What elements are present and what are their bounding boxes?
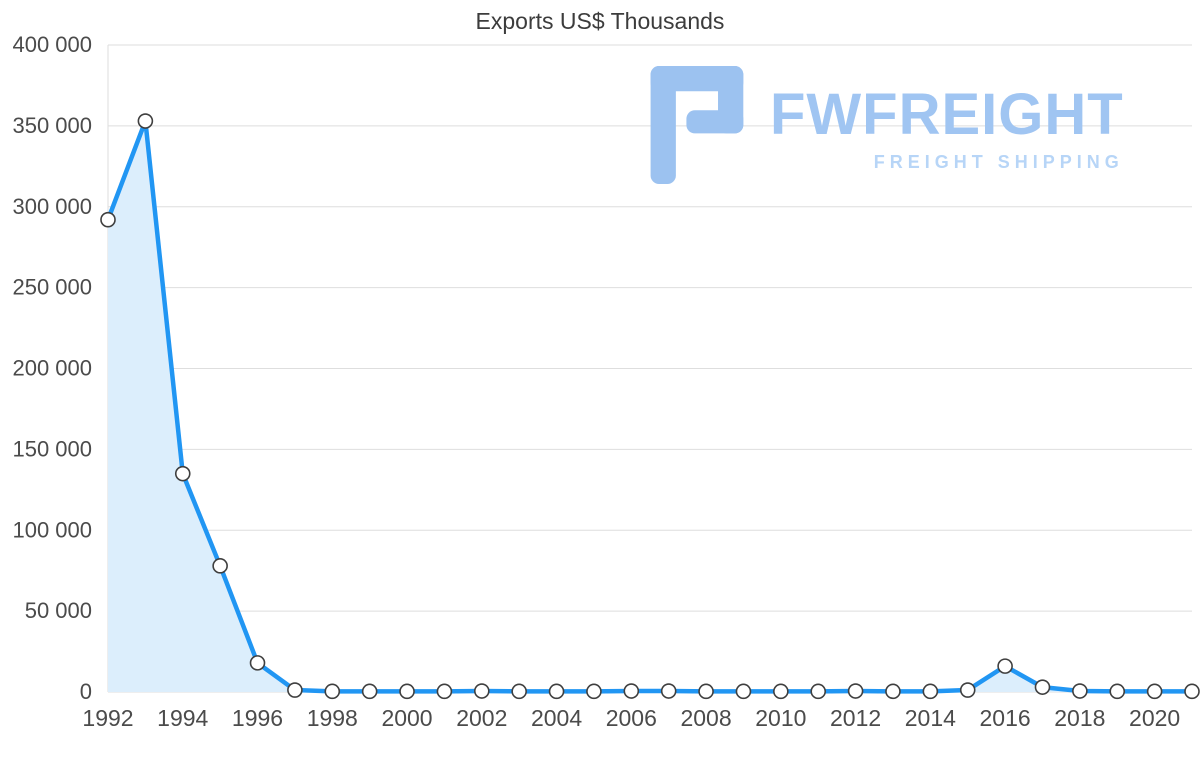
- y-axis-label: 50 000: [25, 598, 92, 623]
- x-axis-label: 1998: [307, 705, 358, 731]
- data-point[interactable]: [1109, 683, 1126, 700]
- x-axis-label: 2018: [1054, 705, 1105, 731]
- data-point[interactable]: [698, 683, 714, 700]
- data-point[interactable]: [436, 683, 453, 700]
- x-axis-label: 1994: [157, 705, 208, 731]
- data-point[interactable]: [548, 683, 565, 700]
- x-axis-label: 2016: [980, 705, 1031, 731]
- data-point[interactable]: [997, 658, 1013, 674]
- x-axis-label: 2010: [755, 705, 806, 731]
- chart-title: Exports US$ Thousands: [475, 8, 725, 34]
- x-axis-label: 2000: [381, 705, 432, 731]
- data-point[interactable]: [324, 683, 341, 700]
- data-point[interactable]: [773, 683, 789, 700]
- y-axis-label: 250 000: [12, 275, 92, 300]
- y-axis-label: 400 000: [12, 32, 92, 57]
- data-point[interactable]: [1034, 679, 1051, 695]
- data-point[interactable]: [847, 683, 864, 699]
- data-point[interactable]: [1072, 683, 1088, 699]
- x-axis-label: 2012: [830, 705, 881, 731]
- y-axis-label: 150 000: [12, 436, 92, 461]
- data-point[interactable]: [361, 683, 378, 700]
- data-point[interactable]: [660, 683, 677, 699]
- x-axis-label: 2008: [680, 705, 731, 731]
- data-point[interactable]: [959, 682, 976, 698]
- x-axis-label: 2004: [531, 705, 582, 731]
- x-axis-label: 2006: [606, 705, 657, 731]
- data-point[interactable]: [174, 465, 191, 482]
- y-axis-label: 200 000: [12, 356, 92, 381]
- data-point[interactable]: [511, 683, 527, 700]
- data-point[interactable]: [100, 211, 116, 228]
- data-point[interactable]: [212, 558, 228, 574]
- data-point[interactable]: [399, 683, 415, 700]
- data-point[interactable]: [287, 682, 303, 698]
- data-point[interactable]: [1184, 683, 1200, 700]
- data-point[interactable]: [137, 113, 154, 129]
- data-point[interactable]: [473, 683, 490, 699]
- data-point[interactable]: [1146, 683, 1163, 700]
- data-point[interactable]: [885, 683, 901, 700]
- y-axis-label: 300 000: [12, 194, 92, 219]
- data-point[interactable]: [623, 683, 640, 699]
- data-point[interactable]: [735, 683, 752, 700]
- x-axis-label: 2020: [1129, 705, 1180, 731]
- data-point[interactable]: [586, 683, 602, 700]
- data-point[interactable]: [922, 683, 939, 700]
- x-axis-label: 2002: [456, 705, 507, 731]
- x-axis-label: 2014: [905, 705, 956, 731]
- y-axis-label: 0: [80, 679, 92, 704]
- y-axis-label: 100 000: [12, 517, 92, 542]
- x-axis-label: 1992: [82, 705, 133, 731]
- y-axis-label: 350 000: [12, 113, 92, 138]
- data-point[interactable]: [249, 655, 266, 671]
- x-axis-label: 1996: [232, 705, 283, 731]
- area-fill: [108, 121, 1192, 692]
- data-point[interactable]: [810, 683, 827, 700]
